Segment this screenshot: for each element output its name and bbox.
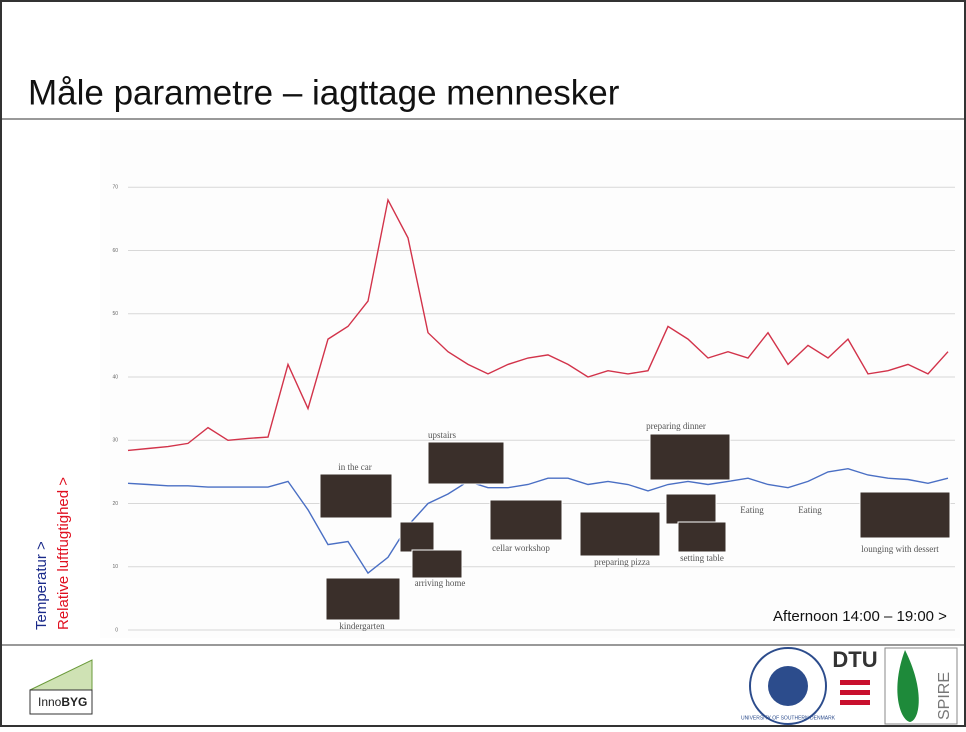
logo-text: BYG (61, 695, 87, 709)
photo (678, 522, 726, 552)
logo-text: InnoBYG (38, 695, 87, 709)
logo-text: Inno (38, 695, 62, 709)
annotation: preparing dinner (646, 421, 706, 431)
series-label: Relative luftfugtighed > (55, 477, 72, 630)
annotation: cellar workshop (492, 543, 550, 553)
annotation: arriving home (415, 578, 466, 588)
y-tick-label: 20 (112, 501, 118, 507)
logo-stripe (840, 700, 870, 705)
logo-text: UNIVERSITY OF SOUTHERN DENMARK (741, 715, 836, 721)
logo-stripe (840, 690, 870, 695)
y-tick-label: 0 (115, 627, 118, 633)
photo (650, 434, 730, 480)
chart-area (100, 130, 960, 638)
logo-text: SPIRE (936, 672, 953, 720)
photo (412, 550, 462, 578)
slide-title: Måle parametre – iagttage mennesker (28, 73, 620, 112)
dtu-mark (840, 680, 870, 705)
logo-stripe (840, 680, 870, 685)
logo-text: DTU (832, 647, 877, 672)
y-tick-label: 50 (112, 311, 118, 317)
photo (580, 512, 660, 556)
photo (400, 522, 434, 552)
photo (666, 494, 716, 524)
annotation: upstairs (428, 430, 456, 440)
annotation: kindergarten (339, 621, 385, 631)
annotation: preparing pizza (594, 557, 650, 567)
annotation: setting table (680, 553, 724, 563)
photo (490, 500, 562, 540)
x-axis-label: Afternoon 14:00 – 19:00 > (773, 608, 947, 625)
logo-tree (768, 666, 808, 706)
slide: Måle parametre – iagttage mennesker 0 10 2… (0, 0, 966, 727)
annotation: Eating (798, 505, 822, 515)
annotation: in the car (338, 462, 371, 472)
y-tick-label: 30 (112, 438, 118, 444)
y-tick-label: 40 (112, 374, 118, 380)
series-label: Temperatur > (33, 541, 50, 630)
annotation: lounging with dessert (861, 544, 939, 554)
y-tick-label: 10 (112, 564, 118, 570)
photo (320, 474, 392, 518)
photo (326, 578, 400, 620)
photo (860, 492, 950, 538)
annotation: Eating (740, 505, 764, 515)
y-tick-label: 70 (112, 185, 118, 191)
photo (428, 442, 504, 484)
y-tick-label: 60 (112, 248, 118, 254)
